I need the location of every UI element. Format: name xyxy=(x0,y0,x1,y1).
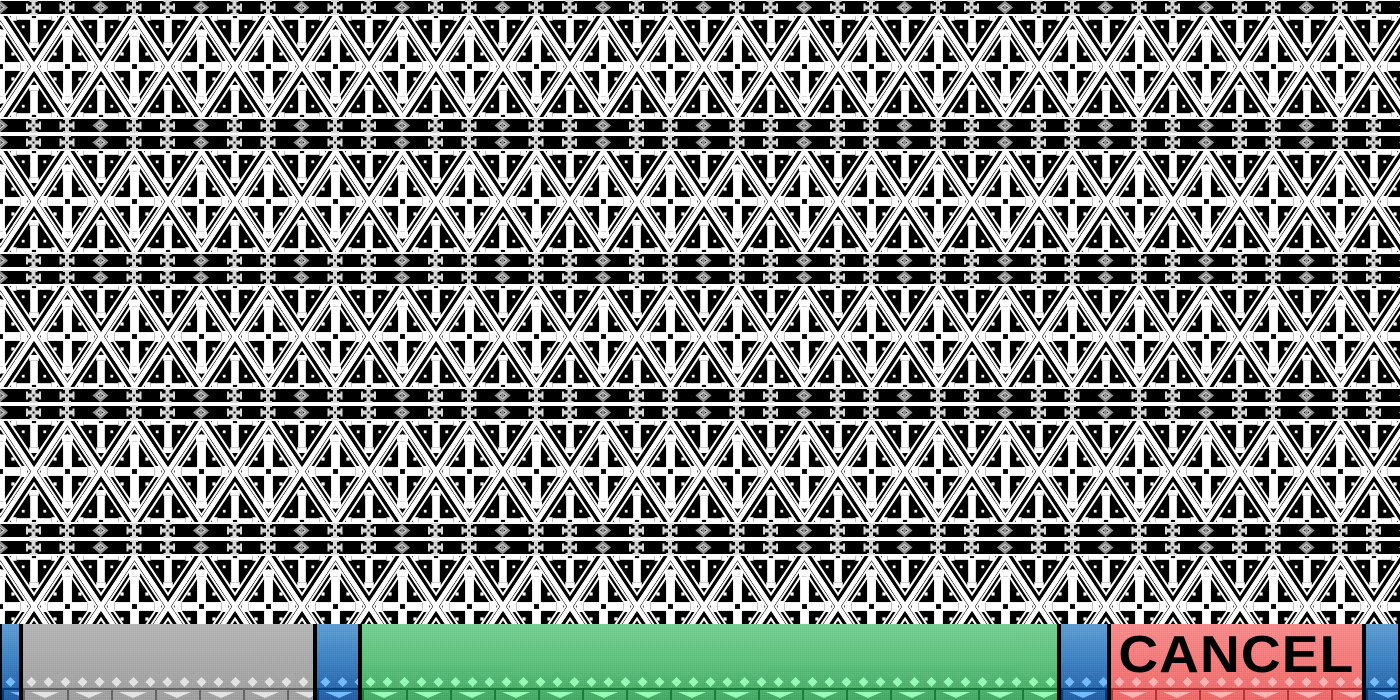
cancel-button[interactable]: CANCEL xyxy=(1109,624,1364,700)
cancel-button-label: CANCEL xyxy=(1118,626,1355,684)
progress-panel[interactable] xyxy=(360,624,1059,700)
panel-motif-band xyxy=(23,676,313,700)
panel-motif-band xyxy=(2,676,19,700)
right-edge-strip[interactable] xyxy=(1364,624,1400,700)
left-edge-strip[interactable] xyxy=(0,624,21,700)
panel-motif-band xyxy=(1366,676,1398,700)
bottom-toolbar: CANCEL xyxy=(0,624,1400,700)
panel-motif-band xyxy=(1061,676,1107,700)
divider-strip-1[interactable] xyxy=(315,624,360,700)
status-panel[interactable] xyxy=(21,624,315,700)
panel-motif-band xyxy=(362,676,1057,700)
divider-strip-2[interactable] xyxy=(1059,624,1109,700)
panel-motif-band xyxy=(317,676,358,700)
